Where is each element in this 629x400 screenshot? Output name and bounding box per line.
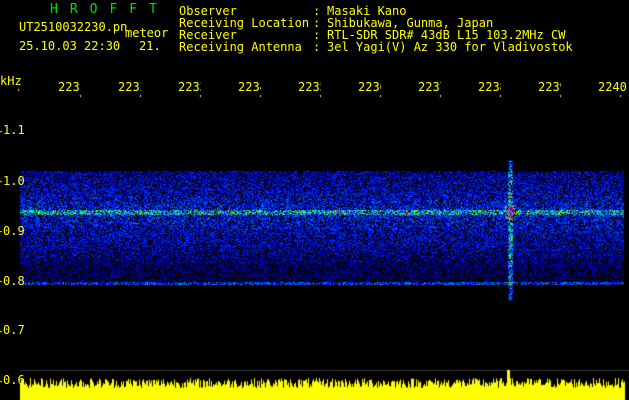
app-title: HROFFT: [50, 2, 169, 17]
antenna-value: 3el Yagi(V) Az 330 for Vladivostok: [327, 40, 573, 54]
value-readout: 21.: [139, 39, 161, 53]
y-unit-label: kHz: [0, 74, 22, 88]
observer-label: Observer: [179, 4, 237, 18]
x-tick-label: 2238: [478, 80, 501, 94]
x-tick-label: 2233: [178, 80, 201, 94]
x-tick-label: 2234: [238, 80, 261, 94]
y-tick-label: 0.9: [3, 224, 25, 238]
y-tick-label: 1.0: [3, 174, 25, 188]
colon: :: [313, 40, 321, 54]
x-tick-label: 2237: [418, 80, 441, 94]
observer-value: Masaki Kano: [327, 4, 407, 18]
y-tick-label: 0.8: [3, 274, 25, 288]
filename: UT2510032230.pn: [19, 20, 128, 34]
mode-label: meteor: [125, 26, 169, 40]
colon: :: [313, 28, 321, 42]
y-tick-label: 0.7: [3, 323, 25, 337]
x-tick-label: 2239: [538, 80, 561, 94]
y-tick-label: 1.1: [3, 123, 25, 137]
antenna-label: Receiving Antenna: [179, 40, 302, 54]
colon: :: [313, 4, 321, 18]
y-tick-label: 0.6: [3, 373, 25, 387]
x-tick-label: 2235: [298, 80, 321, 94]
colon: :: [313, 16, 321, 30]
location-label: Receiving Location: [179, 16, 310, 30]
x-tick-label: 2236: [358, 80, 381, 94]
receiver-value: RTL-SDR SDR# 43dB L15 103.2MHz CW: [327, 28, 566, 42]
x-tick-label: 2240: [598, 80, 627, 94]
receiver-label: Receiver: [179, 28, 237, 42]
location-value: Shibukawa, Gunma, Japan: [327, 16, 494, 30]
x-tick-label: 2231: [58, 80, 81, 94]
datetime: 25.10.03 22:30: [19, 39, 121, 53]
